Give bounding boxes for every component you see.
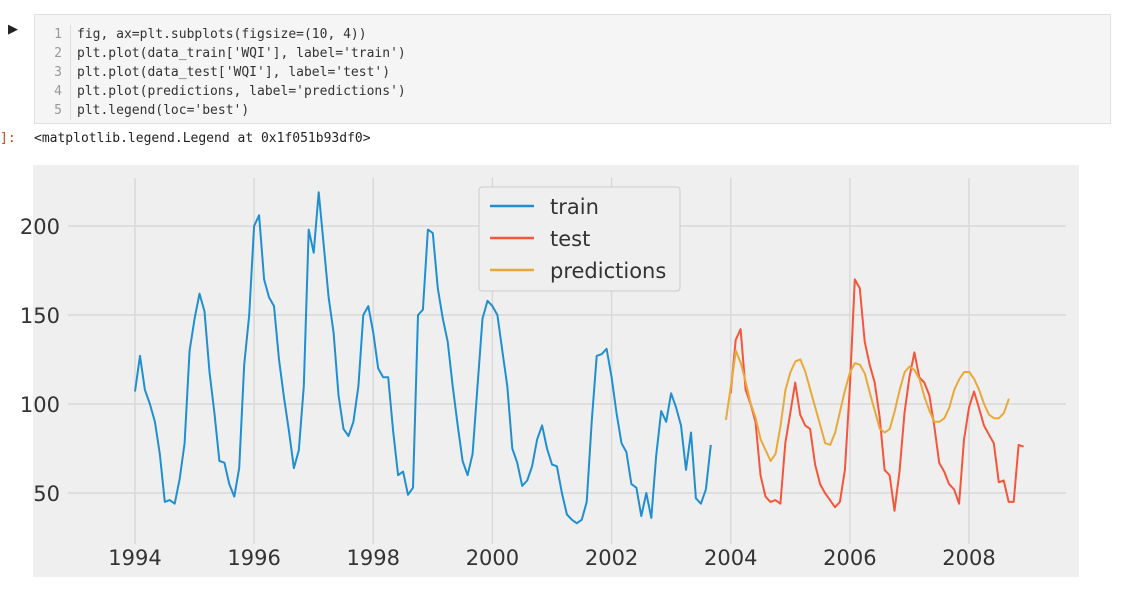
y-tick-label: 150: [20, 304, 60, 328]
code-line: 1 fig, ax=plt.subplots(figsize=(10, 4)): [35, 25, 1110, 44]
output-text: <matplotlib.legend.Legend at 0x1f051b93d…: [34, 131, 371, 146]
series-line-test: [729, 278, 1024, 512]
code-line: 4 plt.plot(predictions, label='prediction…: [35, 82, 1110, 101]
legend-label-test: test: [550, 227, 590, 251]
code-text: fig, ax=plt.subplots(figsize=(10, 4)): [77, 27, 367, 42]
line-number: 1: [35, 25, 71, 44]
output-prompt: ]:: [0, 131, 16, 146]
x-tick-label: 2008: [942, 546, 995, 570]
x-tick-label: 2006: [823, 546, 876, 570]
run-cell-icon[interactable]: ▶: [8, 22, 18, 37]
code-text: plt.plot(predictions, label='predictions…: [77, 84, 406, 99]
y-tick-label: 50: [33, 482, 60, 506]
series-line-predictions: [724, 349, 1010, 462]
legend-label-train: train: [550, 195, 599, 219]
code-cell-input[interactable]: 1 fig, ax=plt.subplots(figsize=(10, 4)) 2 p…: [34, 14, 1111, 124]
code-line: 3 plt.plot(data_test['WQI'], label='test'…: [35, 63, 1110, 82]
x-tick-label: 2000: [466, 546, 519, 570]
code-text: plt.plot(data_train['WQI'], label='train…: [77, 46, 406, 61]
line-number: 3: [35, 63, 71, 82]
y-tick-label: 100: [20, 393, 60, 417]
x-tick-label: 1996: [227, 546, 280, 570]
line-number: 4: [35, 82, 71, 101]
code-line: 2 plt.plot(data_train['WQI'], label='trai…: [35, 44, 1110, 63]
code-line: 5 plt.legend(loc='best'): [35, 101, 1110, 120]
x-tick-label: 1998: [347, 546, 400, 570]
y-tick-label: 200: [20, 215, 60, 239]
x-tick-label: 2004: [704, 546, 757, 570]
line-number: 5: [35, 101, 71, 120]
code-text: plt.plot(data_test['WQI'], label='test'): [77, 65, 391, 80]
legend-label-predictions: predictions: [550, 259, 666, 283]
line-number: 2: [35, 44, 71, 63]
code-text: plt.legend(loc='best'): [77, 103, 250, 118]
x-tick-label: 1994: [108, 546, 161, 570]
series-line-train: [134, 191, 712, 525]
x-tick-label: 2002: [585, 546, 638, 570]
legend-box: [478, 186, 681, 292]
code-lines: 1 fig, ax=plt.subplots(figsize=(10, 4)) 2 p…: [35, 25, 1110, 120]
